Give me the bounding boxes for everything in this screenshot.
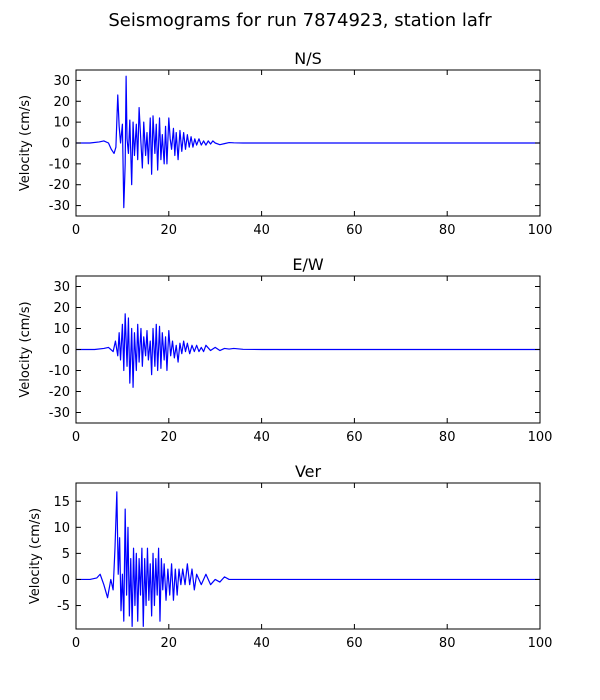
y-tick-label-ns: 10 (53, 116, 70, 131)
x-tick-label-ew: 0 (72, 430, 80, 445)
x-tick-label-ns: 40 (253, 223, 270, 238)
y-tick-label-ew: 0 (62, 343, 70, 358)
panel-title-ew: E/W (292, 255, 324, 274)
y-tick-label-ew: -30 (49, 406, 70, 421)
x-tick-label-ns: 100 (528, 223, 553, 238)
series-line-ver (76, 491, 540, 627)
figure-title: Seismograms for run 7874923, station laf… (108, 10, 492, 31)
series-line-ns (76, 75, 540, 209)
x-tick-label-ew: 80 (439, 430, 456, 445)
x-tick-label-ew: 100 (528, 430, 553, 445)
panel-ver: Ver 0 20 40 60 80 100 -5 0 5 10 15 Velocity (cm/s) (28, 462, 552, 651)
panel-title-ns: N/S (294, 49, 322, 68)
y-axis-label-ew: Velocity (cm/s) (18, 301, 33, 397)
y-tick-label-ns: 20 (53, 95, 70, 110)
y-tick-label-ew: 20 (53, 301, 70, 316)
x-tick-label-ver: 0 (72, 636, 80, 651)
panel-ns: N/S 0 20 40 60 80 100 -30 -20 -10 0 10 20 30 Velocity … (18, 49, 552, 238)
x-tick-label-ver: 100 (528, 636, 553, 651)
y-tick-label-ew: -10 (49, 364, 70, 379)
y-tick-label-ver: -5 (57, 599, 70, 614)
x-tick-label-ver: 60 (346, 636, 363, 651)
y-axis-label-ns: Velocity (cm/s) (18, 95, 33, 191)
x-tick-label-ver: 20 (161, 636, 178, 651)
y-tick-label-ver: 5 (62, 547, 70, 562)
y-tick-label-ew: -20 (49, 385, 70, 400)
x-tick-label-ns: 60 (346, 223, 363, 238)
series-line-ew (76, 313, 540, 388)
y-tick-label-ns: 30 (53, 74, 70, 89)
y-tick-label-ver: 15 (53, 495, 70, 510)
y-tick-label-ns: -10 (49, 157, 70, 172)
x-tick-label-ver: 40 (253, 636, 270, 651)
x-tick-label-ver: 80 (439, 636, 456, 651)
y-tick-label-ns: -20 (49, 178, 70, 193)
y-tick-label-ew: 10 (53, 322, 70, 337)
x-tick-label-ew: 20 (161, 430, 178, 445)
x-tick-label-ns: 0 (72, 223, 80, 238)
x-tick-label-ew: 60 (346, 430, 363, 445)
y-tick-label-ns: -30 (49, 199, 70, 214)
y-tick-label-ver: 10 (53, 521, 70, 536)
panel-ew: E/W 0 20 40 60 80 100 -30 -20 -10 0 10 20 30 Velocity … (18, 255, 552, 445)
axes-frame-ver (75, 482, 541, 630)
y-tick-label-ver: 0 (62, 573, 70, 588)
y-tick-label-ns: 0 (62, 137, 70, 152)
y-tick-label-ew: 30 (53, 280, 70, 295)
x-tick-label-ns: 20 (161, 223, 178, 238)
x-tick-label-ew: 40 (253, 430, 270, 445)
panel-title-ver: Ver (295, 462, 322, 481)
x-tick-label-ns: 80 (439, 223, 456, 238)
y-axis-label-ver: Velocity (cm/s) (28, 508, 43, 604)
